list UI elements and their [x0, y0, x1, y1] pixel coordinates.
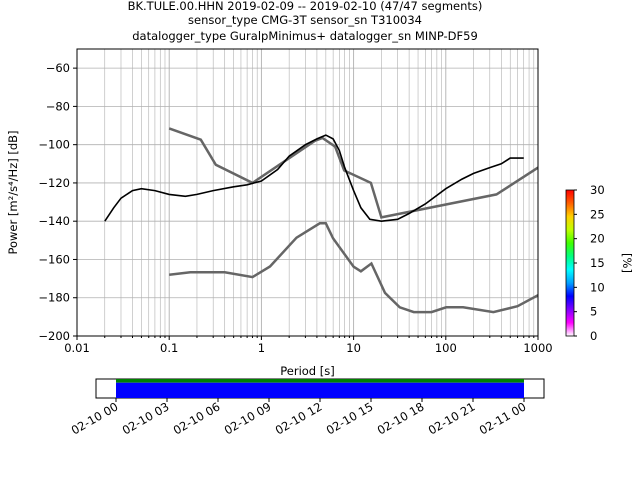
x-tick-label: 0.1: [160, 341, 178, 355]
y-tick-label: −100: [38, 138, 70, 152]
coverage-timeline: 02-10 00 02-10 03 02-10 06 02-10 09 02-10 12…: [69, 378, 545, 437]
colorbar-tick-label: 10: [590, 280, 605, 294]
y-tick-label: −180: [38, 291, 70, 305]
timeline-tick-label: 02-10 09: [222, 399, 274, 437]
timeline-tick-label: 02-10 03: [120, 399, 172, 437]
x-tick-label: 0.01: [64, 341, 90, 355]
title-line-3: datalogger_type GuralpMinimus+ datalogge…: [132, 29, 478, 43]
y-tick-label: −80: [46, 99, 70, 113]
colorbar-label: [%]: [620, 253, 634, 273]
timeline-tick-label: 02-10 00: [69, 399, 121, 437]
timeline-tick-label: 02-10 12: [273, 399, 325, 437]
plot-frame: [76, 48, 539, 337]
colorbar-tick-label: 5: [590, 305, 597, 319]
x-tick-label: 1000: [523, 341, 552, 355]
y-tick-label: −120: [38, 176, 70, 190]
timeline-tick-label: 02-10 18: [375, 399, 427, 437]
mean-curve-line: [104, 134, 524, 223]
title-line-1: BK.TULE.00.HHN 2019-02-09 -- 2019-02-10 …: [128, 0, 483, 13]
x-tick-label: 10: [346, 341, 361, 355]
colorbar: 0 5 10 15 20 25 30 [%]: [565, 183, 634, 343]
timeline-tick-label: 02-10 15: [324, 399, 376, 437]
timeline-tick-label: 02-10 21: [426, 399, 478, 437]
colorbar-tick-label: 0: [590, 329, 597, 343]
y-tick-label: −60: [46, 61, 70, 75]
ppsd-plot: 0.01 0.1 1 10 100 1000 −200 −180 −160 −140 −120 −10…: [6, 48, 553, 378]
coverage-bar: [116, 382, 524, 398]
colorbar-scale: [565, 189, 575, 337]
y-axis-label: Power [m²/s⁴/Hz] [dB]: [6, 130, 20, 254]
colorbar-tick-label: 20: [590, 232, 605, 246]
y-tick-label: −200: [38, 329, 70, 343]
colorbar-tick-label: 25: [590, 207, 605, 221]
x-axis-label: Period [s]: [280, 364, 334, 378]
y-tick-label: −140: [38, 214, 70, 228]
y-tick-label: −160: [38, 252, 70, 266]
coverage-bar: [116, 379, 524, 383]
timeline-tick-label: 02-11 00: [477, 399, 529, 437]
x-tick-label: 100: [435, 341, 457, 355]
x-tick-label: 1: [258, 341, 265, 355]
timeline-tick-label: 02-10 06: [171, 399, 223, 437]
colorbar-tick-label: 30: [590, 183, 605, 197]
title-line-2: sensor_type CMG-3T sensor_sn T310034: [188, 13, 422, 27]
low-noise-model-line: [169, 222, 538, 314]
colorbar-tick-label: 15: [590, 256, 605, 270]
grid: [76, 49, 538, 337]
high-noise-model-line: [168, 127, 538, 219]
